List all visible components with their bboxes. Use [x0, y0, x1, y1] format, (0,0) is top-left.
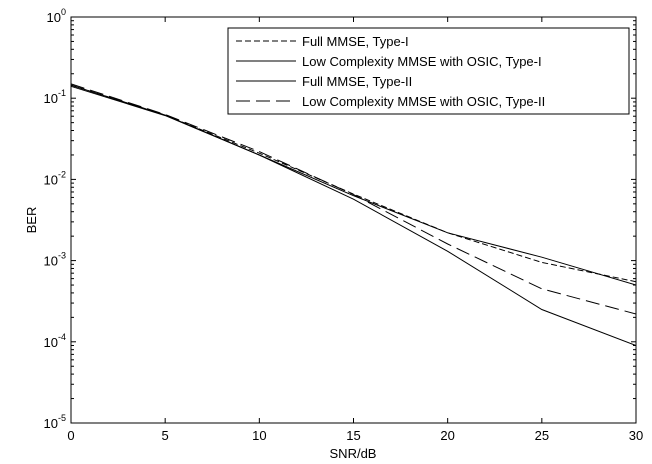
x-tick-label: 25: [535, 428, 549, 443]
legend-label-4: Low Complexity MMSE with OSIC, Type-II: [302, 94, 545, 109]
legend: Full MMSE, Type-I Low Complexity MMSE wit…: [227, 27, 630, 115]
x-axis-label: SNR/dB: [330, 446, 377, 461]
y-axis: 100 10-1 10-2 10-3 10-4 10-5: [44, 7, 636, 431]
legend-label-3: Full MMSE, Type-II: [302, 74, 412, 89]
legend-box: [227, 27, 630, 115]
x-tick-label: 15: [346, 428, 360, 443]
legend-label-2: Low Complexity MMSE with OSIC, Type-I: [302, 54, 542, 69]
x-tick-label: 30: [629, 428, 643, 443]
y-tick-label: 10-5: [44, 413, 66, 431]
series-line-3: [70, 84, 637, 346]
x-tick-label: 10: [252, 428, 266, 443]
y-tick-label: 10-4: [44, 332, 66, 350]
y-tick-label: 100: [47, 7, 66, 25]
legend-label-1: Full MMSE, Type-I: [302, 34, 409, 49]
y-tick-label: 10-2: [44, 169, 66, 187]
x-tick-label: 20: [440, 428, 454, 443]
x-tick-label: 0: [67, 428, 74, 443]
y-tick-label: 10-3: [44, 251, 66, 269]
series-group: [70, 83, 637, 346]
series-line-4: [70, 83, 637, 315]
x-tick-label: 5: [162, 428, 169, 443]
x-axis: 0 5 10 15 20 25 30: [67, 17, 643, 443]
y-axis-label: BER: [24, 207, 39, 234]
y-tick-label: 10-1: [44, 88, 66, 106]
